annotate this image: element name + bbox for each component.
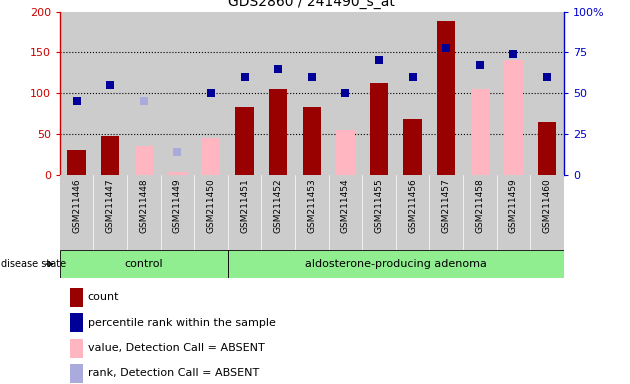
Bar — [93, 12, 127, 175]
Text: GSM211450: GSM211450 — [207, 179, 215, 233]
Bar — [127, 175, 161, 250]
Text: disease state: disease state — [1, 259, 66, 269]
Bar — [302, 107, 321, 175]
Bar — [496, 12, 530, 175]
Point — [105, 82, 115, 88]
Bar — [228, 175, 261, 250]
Bar — [471, 89, 489, 175]
Text: GSM211448: GSM211448 — [139, 179, 148, 233]
Text: GSM211449: GSM211449 — [173, 179, 182, 233]
Bar — [370, 83, 388, 175]
Text: GSM211453: GSM211453 — [307, 179, 316, 233]
Point — [408, 74, 418, 80]
Text: GSM211457: GSM211457 — [442, 179, 450, 233]
Bar — [329, 12, 362, 175]
Bar — [127, 12, 161, 175]
Bar — [430, 12, 463, 175]
Bar — [396, 175, 430, 250]
Point — [72, 98, 82, 104]
Bar — [269, 89, 287, 175]
Text: percentile rank within the sample: percentile rank within the sample — [88, 318, 275, 328]
Text: GSM211455: GSM211455 — [375, 179, 384, 233]
Bar — [70, 364, 83, 383]
Bar — [295, 12, 329, 175]
Title: GDS2860 / 241490_s_at: GDS2860 / 241490_s_at — [229, 0, 395, 9]
Bar — [168, 172, 186, 175]
Point — [273, 66, 284, 72]
Bar — [329, 175, 362, 250]
Bar — [161, 175, 194, 250]
Text: GSM211447: GSM211447 — [106, 179, 115, 233]
Bar — [135, 146, 153, 175]
Bar — [437, 22, 455, 175]
Bar — [261, 175, 295, 250]
Bar — [236, 107, 254, 175]
Point — [374, 57, 384, 63]
Bar — [202, 138, 220, 175]
Bar — [430, 175, 463, 250]
Text: aldosterone-producing adenoma: aldosterone-producing adenoma — [305, 259, 487, 269]
Bar — [496, 175, 530, 250]
Bar — [194, 175, 228, 250]
Text: value, Detection Call = ABSENT: value, Detection Call = ABSENT — [88, 343, 265, 353]
Bar — [504, 60, 523, 175]
Bar — [530, 12, 564, 175]
Point — [173, 149, 183, 155]
Text: GSM211459: GSM211459 — [509, 179, 518, 233]
Bar — [60, 175, 93, 250]
Text: GSM211446: GSM211446 — [72, 179, 81, 233]
Point — [508, 51, 518, 57]
Bar — [60, 250, 228, 278]
Text: GSM211451: GSM211451 — [240, 179, 249, 233]
Bar — [228, 250, 564, 278]
Bar — [538, 122, 556, 175]
Point — [441, 45, 451, 51]
Bar — [463, 175, 496, 250]
Bar — [396, 12, 430, 175]
Text: control: control — [125, 259, 163, 269]
Bar — [261, 12, 295, 175]
Bar — [362, 175, 396, 250]
Bar — [70, 313, 83, 332]
Text: count: count — [88, 292, 119, 303]
Bar — [530, 175, 564, 250]
Point — [206, 90, 216, 96]
Bar — [101, 136, 120, 175]
Bar — [463, 12, 496, 175]
Point — [475, 61, 485, 68]
Text: rank, Detection Call = ABSENT: rank, Detection Call = ABSENT — [88, 368, 259, 379]
Bar — [67, 150, 86, 175]
Bar — [70, 288, 83, 307]
Bar — [336, 130, 355, 175]
Bar — [93, 175, 127, 250]
Bar — [295, 175, 329, 250]
Text: GSM211452: GSM211452 — [274, 179, 283, 233]
Point — [139, 98, 149, 104]
Bar — [161, 12, 194, 175]
Bar — [70, 339, 83, 358]
Text: GSM211460: GSM211460 — [542, 179, 551, 233]
Point — [542, 74, 552, 80]
Bar — [362, 12, 396, 175]
Bar — [403, 119, 422, 175]
Point — [239, 74, 249, 80]
Text: GSM211454: GSM211454 — [341, 179, 350, 233]
Point — [340, 90, 350, 96]
Text: GSM211458: GSM211458 — [476, 179, 484, 233]
Bar — [60, 12, 93, 175]
Point — [307, 74, 317, 80]
Text: GSM211456: GSM211456 — [408, 179, 417, 233]
Bar — [194, 12, 228, 175]
Bar — [228, 12, 261, 175]
